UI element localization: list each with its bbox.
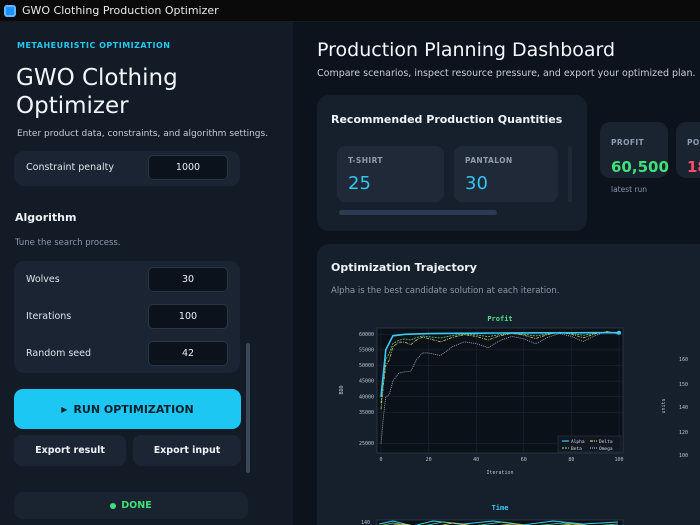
legend-omega: Omega (599, 446, 613, 452)
time-chart: Time 140 (361, 504, 624, 525)
window-title: GWO Clothing Production Optimizer (22, 4, 219, 17)
profit-series (380, 330, 621, 444)
profit-xtick: 40 (473, 457, 479, 463)
partial-ytick-1: 150 (679, 382, 688, 388)
trajectory-subtitle: Alpha is the best candidate solution at … (331, 286, 560, 296)
quantities-title: Recommended Production Quantities (331, 113, 563, 126)
profit-ytick: 35000 (359, 410, 374, 416)
random-seed-input[interactable]: 42 (148, 341, 228, 366)
main-content: Production Planning Dashboard Compare sc… (293, 22, 700, 525)
qty-value-tshirt: 25 (348, 173, 371, 194)
quantities-scrollbar[interactable] (339, 210, 497, 215)
time-chart-title: Time (492, 504, 509, 512)
profit-plot-area (376, 327, 624, 454)
wolves-label: Wolves (26, 274, 60, 285)
profit-yticks: 25000 35000 40000 45000 50000 55000 60000 (359, 332, 374, 447)
export-input-button[interactable]: Export input (133, 435, 241, 466)
kpi-second-label: PO (687, 138, 700, 147)
kpi-second-card: PO 18 (676, 122, 700, 178)
app-subtitle: Enter product data, constraints, and alg… (17, 129, 269, 139)
profit-chart-title: Profit (487, 315, 512, 323)
profit-alpha-endpoint (617, 330, 621, 335)
qty-value-pantalon: 30 (465, 173, 488, 194)
app-icon (4, 4, 16, 17)
profit-ytick: 25000 (359, 441, 374, 447)
legend-delta: Delta (599, 439, 613, 445)
constraint-penalty-label: Constraint penalty (26, 162, 114, 173)
export-result-button[interactable]: Export result (14, 435, 126, 466)
partial-ylabel: units (661, 398, 667, 413)
time-series-alpha (378, 520, 619, 525)
constraint-penalty-input[interactable]: 1000 (148, 155, 228, 180)
sidebar-kicker: METAHEURISTIC OPTIMIZATION (17, 41, 171, 50)
page-subtitle: Compare scenarios, inspect resource pres… (317, 68, 696, 79)
partial-ytick-2: 140 (679, 405, 688, 411)
profit-ytick: 40000 (359, 394, 374, 400)
qty-card-partial (568, 146, 572, 202)
profit-xtick: 80 (568, 457, 574, 463)
profit-legend: Alpha Beta Delta Omega (557, 435, 622, 453)
profit-xtick: 100 (614, 457, 623, 463)
qty-card-tshirt: T-SHIRT 25 (337, 146, 444, 202)
algorithm-heading: Algorithm (15, 211, 77, 224)
qty-card-pantalon: PANTALON 30 (454, 146, 558, 202)
legend-beta: Beta (571, 446, 582, 452)
partial-ytick-0: 160 (679, 357, 688, 363)
profit-ytick: 45000 (359, 379, 374, 385)
profit-ytick: 50000 (359, 363, 374, 369)
profit-series-omega (380, 331, 620, 444)
partial-ytick-4: 100 (679, 453, 688, 459)
run-optimization-button[interactable]: ▶ RUN OPTIMIZATION (14, 389, 241, 429)
qty-label-pantalon: PANTALON (465, 156, 513, 165)
profit-xtick: 0 (379, 457, 382, 463)
status-badge: DONE (14, 492, 248, 519)
app-title: GWO Clothing Optimizer (16, 65, 178, 119)
status-dot-icon (110, 502, 117, 509)
kpi-profit-label: PROFIT (611, 138, 645, 147)
play-icon: ▶ (61, 404, 68, 414)
qty-label-tshirt: T-SHIRT (348, 156, 383, 165)
run-optimization-label: RUN OPTIMIZATION (73, 402, 194, 416)
profit-xtick: 60 (521, 457, 527, 463)
page-title: Production Planning Dashboard (317, 39, 616, 61)
iterations-label: Iterations (26, 311, 72, 322)
profit-chart: Profit 250003500040000450005000055000600… (339, 315, 624, 476)
profit-series-alpha (380, 331, 619, 397)
profit-ytick: 60000 (359, 332, 374, 338)
profit-ylabel: BDD (339, 385, 345, 394)
wolves-input[interactable]: 30 (148, 267, 228, 292)
kpi-profit-foot: latest run (611, 185, 648, 194)
profit-ytick: 55000 (359, 347, 374, 353)
algorithm-subtitle: Tune the search process. (15, 238, 121, 248)
iterations-input[interactable]: 100 (148, 304, 228, 329)
time-ytick-0: 140 (361, 520, 370, 525)
random-seed-label: Random seed (26, 348, 92, 359)
profit-xtick: 20 (426, 457, 432, 463)
partial-ytick-3: 120 (679, 430, 688, 436)
legend-alpha: Alpha (571, 439, 585, 445)
profit-xticks: 0 20 40 60 80 100 (379, 457, 623, 463)
window-titlebar: GWO Clothing Production Optimizer (0, 0, 700, 22)
profit-xlabel: Iteration (486, 470, 513, 476)
kpi-second-value: 18 (687, 158, 700, 176)
kpi-profit-value: 60,500 (611, 158, 669, 176)
sidebar-scrollbar[interactable] (246, 343, 250, 473)
kpi-profit-card: PROFIT 60,500 (600, 122, 669, 178)
partial-right-chart: 160 150 140 120 100 units (661, 357, 688, 459)
trajectory-title: Optimization Trajectory (331, 261, 477, 274)
status-text: DONE (121, 500, 152, 511)
